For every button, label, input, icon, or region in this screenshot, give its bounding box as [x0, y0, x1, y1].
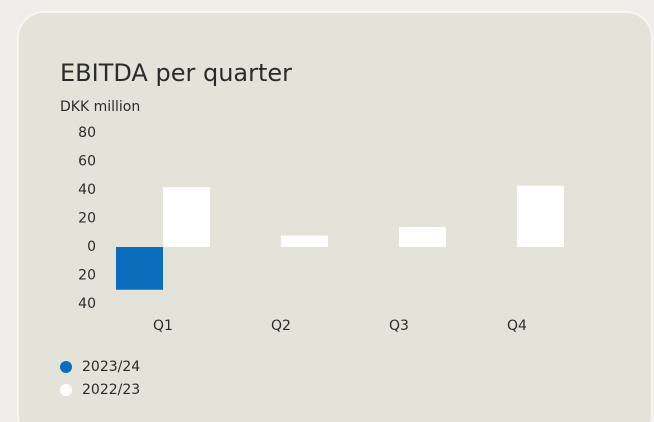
bar: [116, 247, 163, 290]
legend-label: 2023/24: [82, 359, 140, 375]
legend-swatch: [60, 361, 72, 373]
y-tick-label: 0: [87, 239, 96, 255]
bar: [517, 185, 564, 247]
y-tick-label: 40: [78, 296, 96, 312]
x-tick-label: Q3: [389, 318, 409, 334]
card: [17, 11, 653, 422]
x-tick-label: Q4: [507, 318, 527, 334]
y-axis-label: DKK million: [60, 99, 140, 115]
chart-title: EBITDA per quarter: [60, 59, 292, 87]
x-tick-label: Q1: [153, 318, 173, 334]
x-tick-label: Q2: [271, 318, 291, 334]
y-tick-label: 60: [78, 154, 96, 170]
y-tick-label: 80: [78, 125, 96, 141]
y-tick-label: 40: [78, 182, 96, 198]
bar: [281, 235, 328, 247]
legend-label: 2022/23: [82, 382, 140, 398]
legend-swatch: [60, 384, 72, 396]
y-tick-label: 20: [78, 211, 96, 227]
bar: [399, 227, 446, 247]
bar: [163, 187, 210, 247]
y-tick-label: 20: [78, 268, 96, 284]
